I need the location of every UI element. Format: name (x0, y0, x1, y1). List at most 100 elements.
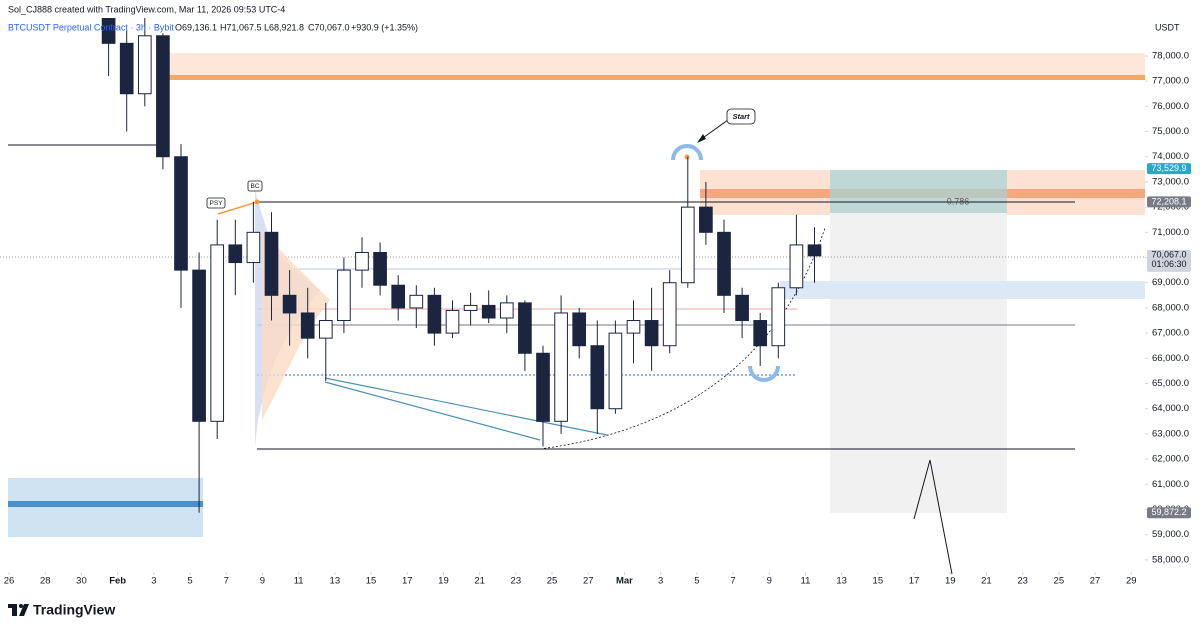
symbol: BTCUSDT Perpetual Contract · 3h · Bybit (8, 22, 174, 32)
curve (539, 227, 826, 450)
x-tick-label: 11 (294, 576, 304, 587)
x-tick-label: 25 (547, 576, 558, 587)
x-tick-label: 15 (873, 576, 884, 587)
candle-body (644, 320, 659, 347)
y-tick-label: 69,000.0 (1152, 277, 1189, 288)
candle-body (536, 352, 550, 422)
price-tag-label: 73,529.9 (1151, 163, 1186, 173)
candle-body (119, 42, 134, 95)
x-tick-label: 13 (330, 576, 341, 587)
labels: PSY BC Start 0.786 (206, 108, 970, 209)
price-tag (1147, 163, 1191, 175)
candle-body (228, 244, 243, 264)
candle-body (192, 269, 206, 422)
logo: TradingView (8, 602, 115, 618)
candle-body (282, 294, 297, 314)
ohlc-close: C70,067.0 (308, 22, 350, 32)
bc-label: BC (250, 183, 259, 190)
ohlc-high: H71,067.5 (220, 22, 262, 32)
demand-zone (8, 478, 203, 537)
label-box (726, 108, 756, 125)
x-tick-label: 23 (1017, 576, 1028, 587)
candle-body (318, 320, 333, 339)
candle-body (246, 231, 261, 264)
candle-body (156, 35, 170, 158)
price-tag-label: 59,872.2 (1151, 507, 1186, 517)
stop-box (830, 213, 1007, 513)
arrow-head (697, 134, 706, 143)
candle-body (355, 251, 369, 271)
candle-body (300, 312, 315, 339)
arc (671, 144, 703, 161)
x-tick-label: 30 (76, 576, 87, 587)
candle-body (590, 345, 605, 410)
y-tick-label: 63,000.0 (1152, 428, 1189, 439)
candle-body (174, 156, 188, 271)
zone-line (160, 75, 1145, 80)
supply-zone (160, 53, 1145, 79)
candle-body (137, 35, 152, 95)
y-tick-label: 62,000.0 (1152, 454, 1189, 465)
y-tick-label: 68,000.0 (1152, 302, 1189, 313)
trend-line (324, 377, 608, 436)
logo-dot (19, 604, 23, 608)
marker (684, 154, 690, 160)
candle-body (518, 302, 532, 354)
ohlc-low: L68,921.8 (264, 22, 304, 32)
x-tick-label: 21 (981, 576, 992, 587)
zone-line (8, 501, 203, 507)
x-tick-label: 23 (511, 576, 522, 587)
y-tick-label: 78,000.0 (1152, 50, 1189, 61)
candle-body (391, 284, 406, 309)
price-tag (1147, 507, 1191, 519)
candle-body (626, 320, 641, 334)
x-tick-label: 17 (909, 576, 920, 587)
y-tick-label: 73,000.0 (1152, 176, 1189, 187)
y-tick-label: 75,000.0 (1152, 126, 1189, 137)
y-tick-label: 64,000.0 (1152, 403, 1189, 414)
label-box (247, 180, 263, 192)
y-tick-label: 67,000.0 (1152, 328, 1189, 339)
arc (748, 365, 780, 382)
x-tick-label: 29 (1126, 576, 1137, 587)
brand: TradingView (33, 602, 115, 618)
arrow (699, 119, 729, 141)
y-tick-label: 66,000.0 (1152, 353, 1189, 364)
candle-body (717, 231, 731, 296)
trend-line (324, 381, 541, 441)
candle-body (753, 320, 768, 347)
candle-body (409, 294, 424, 309)
x-tick-label: 3 (658, 576, 663, 587)
ohlc-open: O69,136.1 (175, 22, 217, 32)
support-zone (780, 281, 1145, 299)
candle-body (264, 231, 279, 296)
x-tick-label: 5 (694, 576, 699, 587)
candle-body (337, 269, 351, 322)
x-tick-label: 9 (260, 576, 265, 587)
candle-body (427, 294, 442, 334)
candle-body (699, 206, 713, 233)
y-tick-label: 71,000.0 (1152, 227, 1189, 238)
header: Sol_CJ888 created with TradingView.com, … (8, 4, 285, 14)
x-tick-label: 13 (836, 576, 847, 587)
fib-label: 0.786 (947, 196, 970, 206)
x-tick-label: 9 (767, 576, 772, 587)
x-tick-label: 26 (4, 576, 15, 587)
price-tag (1147, 196, 1191, 208)
x-tick-label: 15 (366, 576, 377, 587)
psy-line (217, 201, 258, 215)
candle-body (101, 18, 116, 44)
x-tick-label: 21 (474, 576, 485, 587)
y-tick-label: 76,000.0 (1152, 101, 1189, 112)
x-tick-label: Feb (109, 576, 126, 587)
candle-body (572, 312, 587, 347)
candle-body (771, 287, 786, 347)
x-tick-label: 17 (402, 576, 413, 587)
y-tick-label: 65,000.0 (1152, 378, 1189, 389)
x-tick-label: 3 (151, 576, 156, 587)
candle-body (662, 282, 677, 347)
candle-body (445, 309, 460, 334)
x-tick-label: 19 (945, 576, 956, 587)
